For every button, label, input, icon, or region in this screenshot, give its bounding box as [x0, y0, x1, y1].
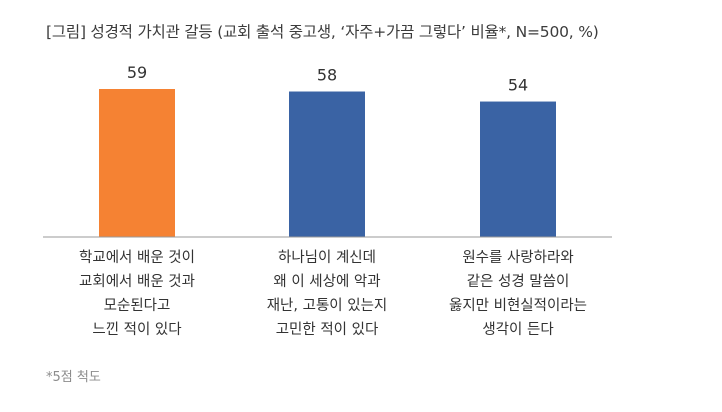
category-label-line: 옳지만 비현실적이라는	[448, 298, 587, 314]
category-label-line: 교회에서 배운 것과	[79, 274, 195, 290]
value-label-2: 58	[317, 66, 337, 85]
category-label-line: 같은 성경 말씀이	[466, 274, 570, 290]
category-label-line: 원수를 사랑하라와	[462, 250, 574, 266]
category-label-line: 고민한 적이 있다	[275, 322, 379, 338]
footnote: *5점 척도	[46, 370, 101, 385]
bar-3	[480, 101, 556, 237]
category-label-line: 모순된다고	[103, 298, 171, 314]
bar-2	[289, 91, 365, 237]
chart-title: [그림] 성경적 가치관 갈등 (교회 출석 중고생, ‘자주+가끔 그렇다’ …	[46, 23, 599, 41]
value-label-3: 54	[508, 76, 528, 95]
value-label-1: 59	[127, 63, 147, 82]
category-label-line: 왜 이 세상에 악과	[273, 274, 381, 290]
bar-1	[99, 89, 175, 237]
category-label-line: 생각이 든다	[482, 322, 554, 338]
category-label-line: 느낀 적이 있다	[92, 322, 182, 338]
category-label-line: 하나님이 계신데	[278, 250, 376, 266]
category-label-line: 재난, 고통이 있는지	[266, 298, 388, 314]
category-label-line: 학교에서 배운 것이	[79, 250, 195, 266]
